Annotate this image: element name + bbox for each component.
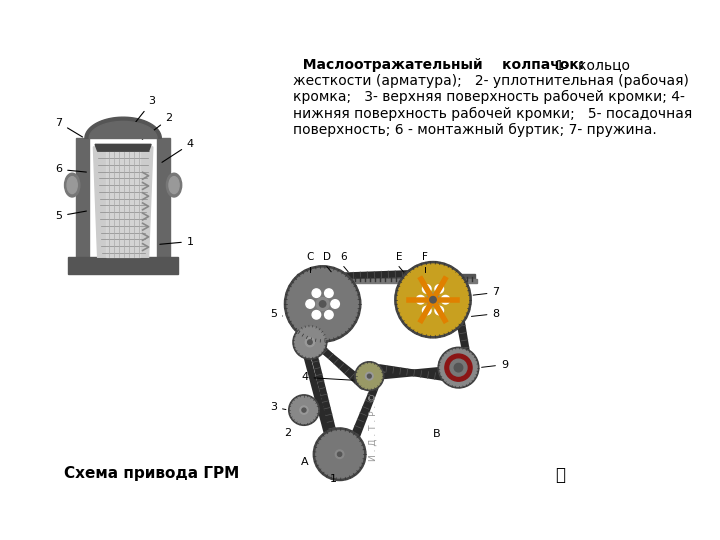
Circle shape (453, 362, 464, 373)
Circle shape (355, 362, 384, 390)
Text: F: F (422, 252, 428, 262)
Circle shape (312, 289, 320, 298)
Text: 2: 2 (143, 113, 173, 139)
Circle shape (300, 406, 308, 414)
Text: 1: 1 (160, 237, 194, 247)
Circle shape (336, 450, 344, 458)
Circle shape (305, 338, 315, 347)
Polygon shape (89, 122, 157, 138)
Polygon shape (68, 257, 179, 274)
Polygon shape (76, 138, 89, 261)
Circle shape (313, 428, 366, 481)
Circle shape (338, 452, 342, 456)
Circle shape (316, 430, 364, 478)
Circle shape (367, 374, 372, 378)
Bar (295, 279, 477, 283)
Text: 8: 8 (472, 309, 500, 319)
Circle shape (456, 365, 462, 370)
Polygon shape (85, 117, 161, 138)
Circle shape (423, 285, 431, 293)
Bar (297, 274, 475, 281)
Circle shape (306, 300, 315, 308)
Ellipse shape (65, 173, 80, 197)
Circle shape (445, 354, 472, 381)
Text: Схема привода ГРМ: Схема привода ГРМ (63, 466, 239, 481)
Text: 6: 6 (341, 252, 347, 262)
Text: 🚜: 🚜 (555, 467, 565, 484)
Circle shape (423, 306, 431, 315)
Circle shape (320, 301, 326, 307)
Circle shape (289, 395, 319, 426)
Circle shape (430, 296, 436, 303)
Circle shape (366, 372, 373, 380)
Text: E: E (396, 252, 402, 262)
Text: 1: 1 (330, 474, 336, 484)
Circle shape (454, 363, 463, 372)
Text: A: A (302, 457, 309, 467)
Text: 3: 3 (270, 402, 286, 412)
Circle shape (397, 264, 469, 335)
Text: 3: 3 (129, 97, 156, 130)
Circle shape (287, 268, 359, 340)
Ellipse shape (169, 177, 179, 193)
Circle shape (416, 295, 425, 304)
Circle shape (307, 340, 312, 345)
Polygon shape (94, 147, 153, 257)
Polygon shape (95, 144, 151, 151)
Text: 4: 4 (302, 373, 353, 382)
Text: 7: 7 (55, 118, 83, 137)
Circle shape (290, 396, 318, 424)
Circle shape (356, 363, 382, 389)
Text: И . Д . Т . Р . ©: И . Д . Т . Р . © (369, 393, 378, 461)
Circle shape (441, 295, 450, 304)
Circle shape (312, 310, 320, 319)
Text: 2: 2 (284, 428, 292, 437)
Circle shape (325, 310, 333, 319)
Circle shape (438, 347, 479, 388)
Circle shape (293, 325, 327, 359)
Text: D: D (323, 252, 331, 262)
Text: C: C (306, 252, 314, 262)
Circle shape (450, 359, 467, 376)
Circle shape (440, 349, 477, 386)
Circle shape (294, 327, 325, 357)
Circle shape (330, 300, 339, 308)
Text: 4: 4 (162, 139, 194, 163)
Text: 1-  кольцо
жесткости (арматура);   2- уплотнительная (рабочая)
кромка;   3- верх: 1- кольцо жесткости (арматура); 2- уплот… (293, 58, 692, 137)
Circle shape (284, 266, 361, 342)
Circle shape (435, 306, 444, 315)
Circle shape (426, 293, 439, 306)
Text: 5: 5 (270, 309, 282, 319)
Ellipse shape (67, 177, 77, 193)
Text: Маслоотражательный    колпачок:: Маслоотражательный колпачок: (293, 58, 584, 72)
Polygon shape (157, 138, 170, 261)
Text: 9: 9 (482, 360, 508, 370)
Circle shape (302, 408, 306, 412)
Circle shape (395, 261, 471, 338)
Circle shape (435, 285, 444, 293)
Circle shape (325, 289, 333, 298)
Polygon shape (106, 147, 140, 257)
Text: 5: 5 (55, 211, 86, 221)
Text: 7: 7 (473, 287, 500, 298)
Ellipse shape (166, 173, 181, 197)
Text: 6: 6 (55, 164, 86, 174)
Circle shape (316, 298, 329, 310)
Text: B: B (433, 429, 441, 439)
